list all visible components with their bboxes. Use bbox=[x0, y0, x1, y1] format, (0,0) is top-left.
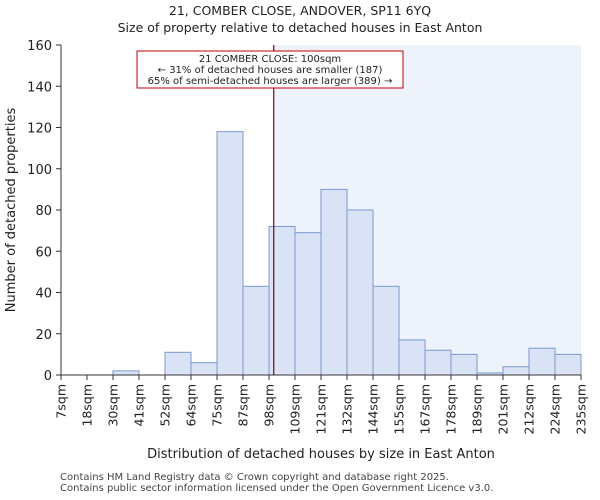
chart-title-address: 21, COMBER CLOSE, ANDOVER, SP11 6YQ bbox=[168, 3, 432, 18]
y-axis-label: Number of detached properties bbox=[4, 108, 19, 313]
annotation-line-2: ← 31% of detached houses are smaller (18… bbox=[158, 65, 383, 76]
x-tick-label: 64sqm bbox=[184, 384, 199, 427]
x-tick-label: 121sqm bbox=[314, 384, 329, 434]
x-tick-label: 235sqm bbox=[574, 384, 589, 434]
x-tick-label: 212sqm bbox=[522, 384, 537, 434]
x-tick-label: 41sqm bbox=[132, 384, 147, 427]
bar-75sqm bbox=[216, 131, 244, 376]
x-tick-label: 109sqm bbox=[288, 384, 303, 434]
y-tick-label: 160 bbox=[27, 39, 52, 54]
footer-copyright: Contains HM Land Registry data © Crown c… bbox=[60, 472, 449, 483]
bar-109sqm bbox=[294, 232, 322, 376]
x-tick-label: 18sqm bbox=[80, 384, 95, 427]
y-tick-label: 100 bbox=[27, 163, 52, 178]
x-tick-label: 189sqm bbox=[470, 384, 485, 434]
y-tick-label: 20 bbox=[35, 328, 52, 343]
x-tick-label: 75sqm bbox=[210, 384, 225, 427]
y-tick-label: 140 bbox=[27, 80, 52, 95]
x-tick-label: 98sqm bbox=[262, 384, 277, 427]
bar-121sqm bbox=[320, 188, 348, 376]
bar-155sqm bbox=[398, 339, 426, 376]
y-tick-label: 0 bbox=[44, 369, 52, 384]
bar-224sqm bbox=[554, 353, 582, 376]
x-tick-label: 132sqm bbox=[340, 384, 355, 434]
bar-30sqm bbox=[112, 370, 140, 376]
bar-212sqm bbox=[528, 347, 556, 376]
annotation-box bbox=[136, 50, 404, 89]
bar-144sqm bbox=[372, 285, 400, 376]
bar-98sqm bbox=[268, 226, 296, 376]
bar-201sqm bbox=[502, 366, 530, 376]
bar-132sqm bbox=[346, 209, 374, 376]
x-tick-label: 7sqm bbox=[54, 384, 69, 419]
bar-52sqm bbox=[164, 351, 192, 376]
y-tick-label: 60 bbox=[35, 245, 52, 260]
x-tick-label: 224sqm bbox=[548, 384, 563, 434]
x-tick-label: 178sqm bbox=[444, 384, 459, 434]
bar-87sqm bbox=[242, 285, 270, 376]
y-tick-label: 40 bbox=[35, 287, 52, 302]
x-tick-label: 30sqm bbox=[106, 384, 121, 427]
histogram-chart: 0 20 40 60 80 100 120 140 160 7sqm 18sqm 30sqm 41sqm… bbox=[4, 39, 589, 462]
chart-title: Size of property relative to detached ho… bbox=[117, 20, 483, 35]
bar-167sqm bbox=[424, 349, 452, 376]
bar-64sqm bbox=[190, 362, 218, 376]
x-tick-label: 144sqm bbox=[366, 384, 381, 434]
x-axis-label: Distribution of detached houses by size … bbox=[147, 447, 495, 462]
y-tick-label: 120 bbox=[27, 122, 52, 137]
x-tick-label: 155sqm bbox=[392, 384, 407, 434]
x-tick-label: 201sqm bbox=[496, 384, 511, 434]
y-tick-label: 80 bbox=[35, 204, 52, 219]
bar-178sqm bbox=[450, 353, 478, 376]
x-tick-label: 52sqm bbox=[158, 384, 173, 427]
annotation-line-1: 21 COMBER CLOSE: 100sqm bbox=[199, 54, 341, 65]
x-tick-label: 167sqm bbox=[418, 384, 433, 434]
annotation-line-3: 65% of semi-detached houses are larger (… bbox=[148, 76, 393, 87]
footer-licence: Contains public sector information licen… bbox=[60, 483, 494, 494]
x-tick-label: 87sqm bbox=[236, 384, 251, 427]
